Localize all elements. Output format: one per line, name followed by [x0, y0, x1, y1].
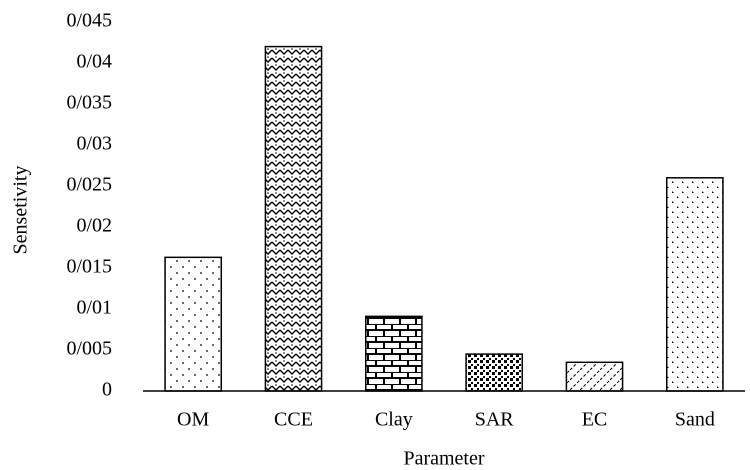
y-tick-label: 0/04 [76, 51, 112, 73]
x-tick-label: SAR [475, 409, 515, 431]
y-axis-label: Sensetivity [10, 166, 32, 255]
y-tick-label: 0/045 [66, 10, 112, 32]
y-tick-label: 0/035 [66, 92, 112, 114]
bar [665, 177, 724, 392]
x-tick-label: Sand [675, 409, 715, 431]
bar [164, 256, 223, 392]
x-tick-label: OM [177, 409, 209, 431]
y-tick-label: 0/005 [66, 338, 112, 360]
y-tick-label: 0 [102, 379, 112, 401]
y-tick-label: 0/02 [76, 215, 112, 237]
x-tick-label: EC [582, 409, 608, 431]
bar [264, 45, 323, 392]
x-axis-label: Parameter [403, 448, 484, 470]
x-tick-label: CCE [274, 409, 313, 431]
x-tick-label: Clay [375, 409, 413, 431]
y-tick-label: 0/015 [66, 256, 112, 278]
bar [364, 315, 423, 392]
y-tick-label: 0/025 [66, 174, 112, 196]
y-tick-label: 0/01 [76, 297, 112, 319]
y-tick-label: 0/03 [76, 133, 112, 155]
bar [465, 353, 524, 392]
bar [565, 361, 624, 392]
